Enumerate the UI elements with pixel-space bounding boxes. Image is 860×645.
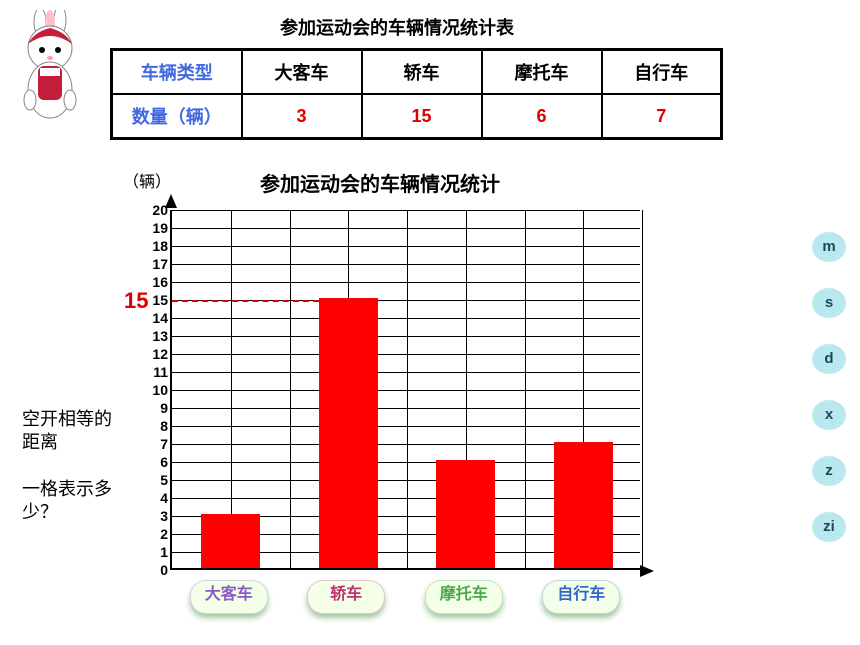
- rabbit-mascot: [12, 10, 92, 130]
- val-1: 15: [362, 94, 482, 139]
- bar-0: [201, 514, 260, 568]
- grid-row: [172, 372, 640, 373]
- grid-col: [525, 210, 526, 568]
- grid-row: [172, 336, 640, 337]
- grid-row: [172, 408, 640, 409]
- grid-row: [172, 426, 640, 427]
- side-button-zi[interactable]: zi: [812, 512, 846, 542]
- ytick-13: 13: [152, 328, 168, 344]
- grid-row: [172, 246, 640, 247]
- bar-3: [554, 442, 613, 568]
- grid-row: [172, 264, 640, 265]
- side-button-s[interactable]: s: [812, 288, 846, 318]
- ytick-12: 12: [152, 346, 168, 362]
- bar-2: [436, 460, 495, 568]
- grid-area: 0123456789101112131415161718192015: [170, 210, 640, 570]
- side-button-z[interactable]: z: [812, 456, 846, 486]
- ytick-1: 1: [160, 544, 168, 560]
- grid-row: [172, 228, 640, 229]
- category-button-2[interactable]: 摩托车: [425, 580, 503, 614]
- ytick-15: 15: [152, 292, 168, 308]
- val-0: 3: [242, 94, 362, 139]
- ytick-18: 18: [152, 238, 168, 254]
- ytick-8: 8: [160, 418, 168, 434]
- bar-chart: 0123456789101112131415161718192015: [130, 200, 650, 590]
- ytick-9: 9: [160, 400, 168, 416]
- cat-0: 大客车: [242, 50, 362, 95]
- ytick-2: 2: [160, 526, 168, 542]
- ytick-6: 6: [160, 454, 168, 470]
- category-button-1[interactable]: 轿车: [307, 580, 385, 614]
- row-label-qty: 数量（辆）: [112, 94, 242, 139]
- vehicle-table: 车辆类型 大客车 轿车 摩托车 自行车 数量（辆） 3 15 6 7: [110, 48, 723, 140]
- row-label-type: 车辆类型: [112, 50, 242, 95]
- ytick-7: 7: [160, 436, 168, 452]
- grid-row: [172, 318, 640, 319]
- ytick-10: 10: [152, 382, 168, 398]
- grid-row: [172, 210, 640, 211]
- ytick-20: 20: [152, 202, 168, 218]
- chart-title: 参加运动会的车辆情况统计: [260, 168, 500, 197]
- cat-3: 自行车: [602, 50, 722, 95]
- highlight-dash: [172, 300, 319, 302]
- page-title: 参加运动会的车辆情况统计表: [280, 14, 514, 40]
- cat-2: 摩托车: [482, 50, 602, 95]
- highlight-label: 15: [124, 288, 148, 314]
- grid-col: [642, 210, 643, 568]
- grid-row: [172, 390, 640, 391]
- category-button-3[interactable]: 自行车: [542, 580, 620, 614]
- side-button-x[interactable]: x: [812, 400, 846, 430]
- ytick-14: 14: [152, 310, 168, 326]
- side-button-d[interactable]: d: [812, 344, 846, 374]
- val-2: 6: [482, 94, 602, 139]
- note-spacing: 空开相等的距离: [22, 408, 122, 455]
- grid-row: [172, 354, 640, 355]
- ytick-16: 16: [152, 274, 168, 290]
- ytick-19: 19: [152, 220, 168, 236]
- ytick-4: 4: [160, 490, 168, 506]
- grid-col: [407, 210, 408, 568]
- side-button-m[interactable]: m: [812, 232, 846, 262]
- note-scale: 一格表示多少？: [22, 478, 122, 525]
- val-3: 7: [602, 94, 722, 139]
- grid-col: [290, 210, 291, 568]
- bar-1: [319, 298, 378, 568]
- grid-row: [172, 282, 640, 283]
- y-axis-unit: （辆）: [123, 168, 171, 192]
- category-button-0[interactable]: 大客车: [190, 580, 268, 614]
- ytick-5: 5: [160, 472, 168, 488]
- ytick-3: 3: [160, 508, 168, 524]
- cat-1: 轿车: [362, 50, 482, 95]
- ytick-11: 11: [153, 364, 168, 380]
- ytick-17: 17: [152, 256, 168, 272]
- ytick-0: 0: [160, 562, 168, 578]
